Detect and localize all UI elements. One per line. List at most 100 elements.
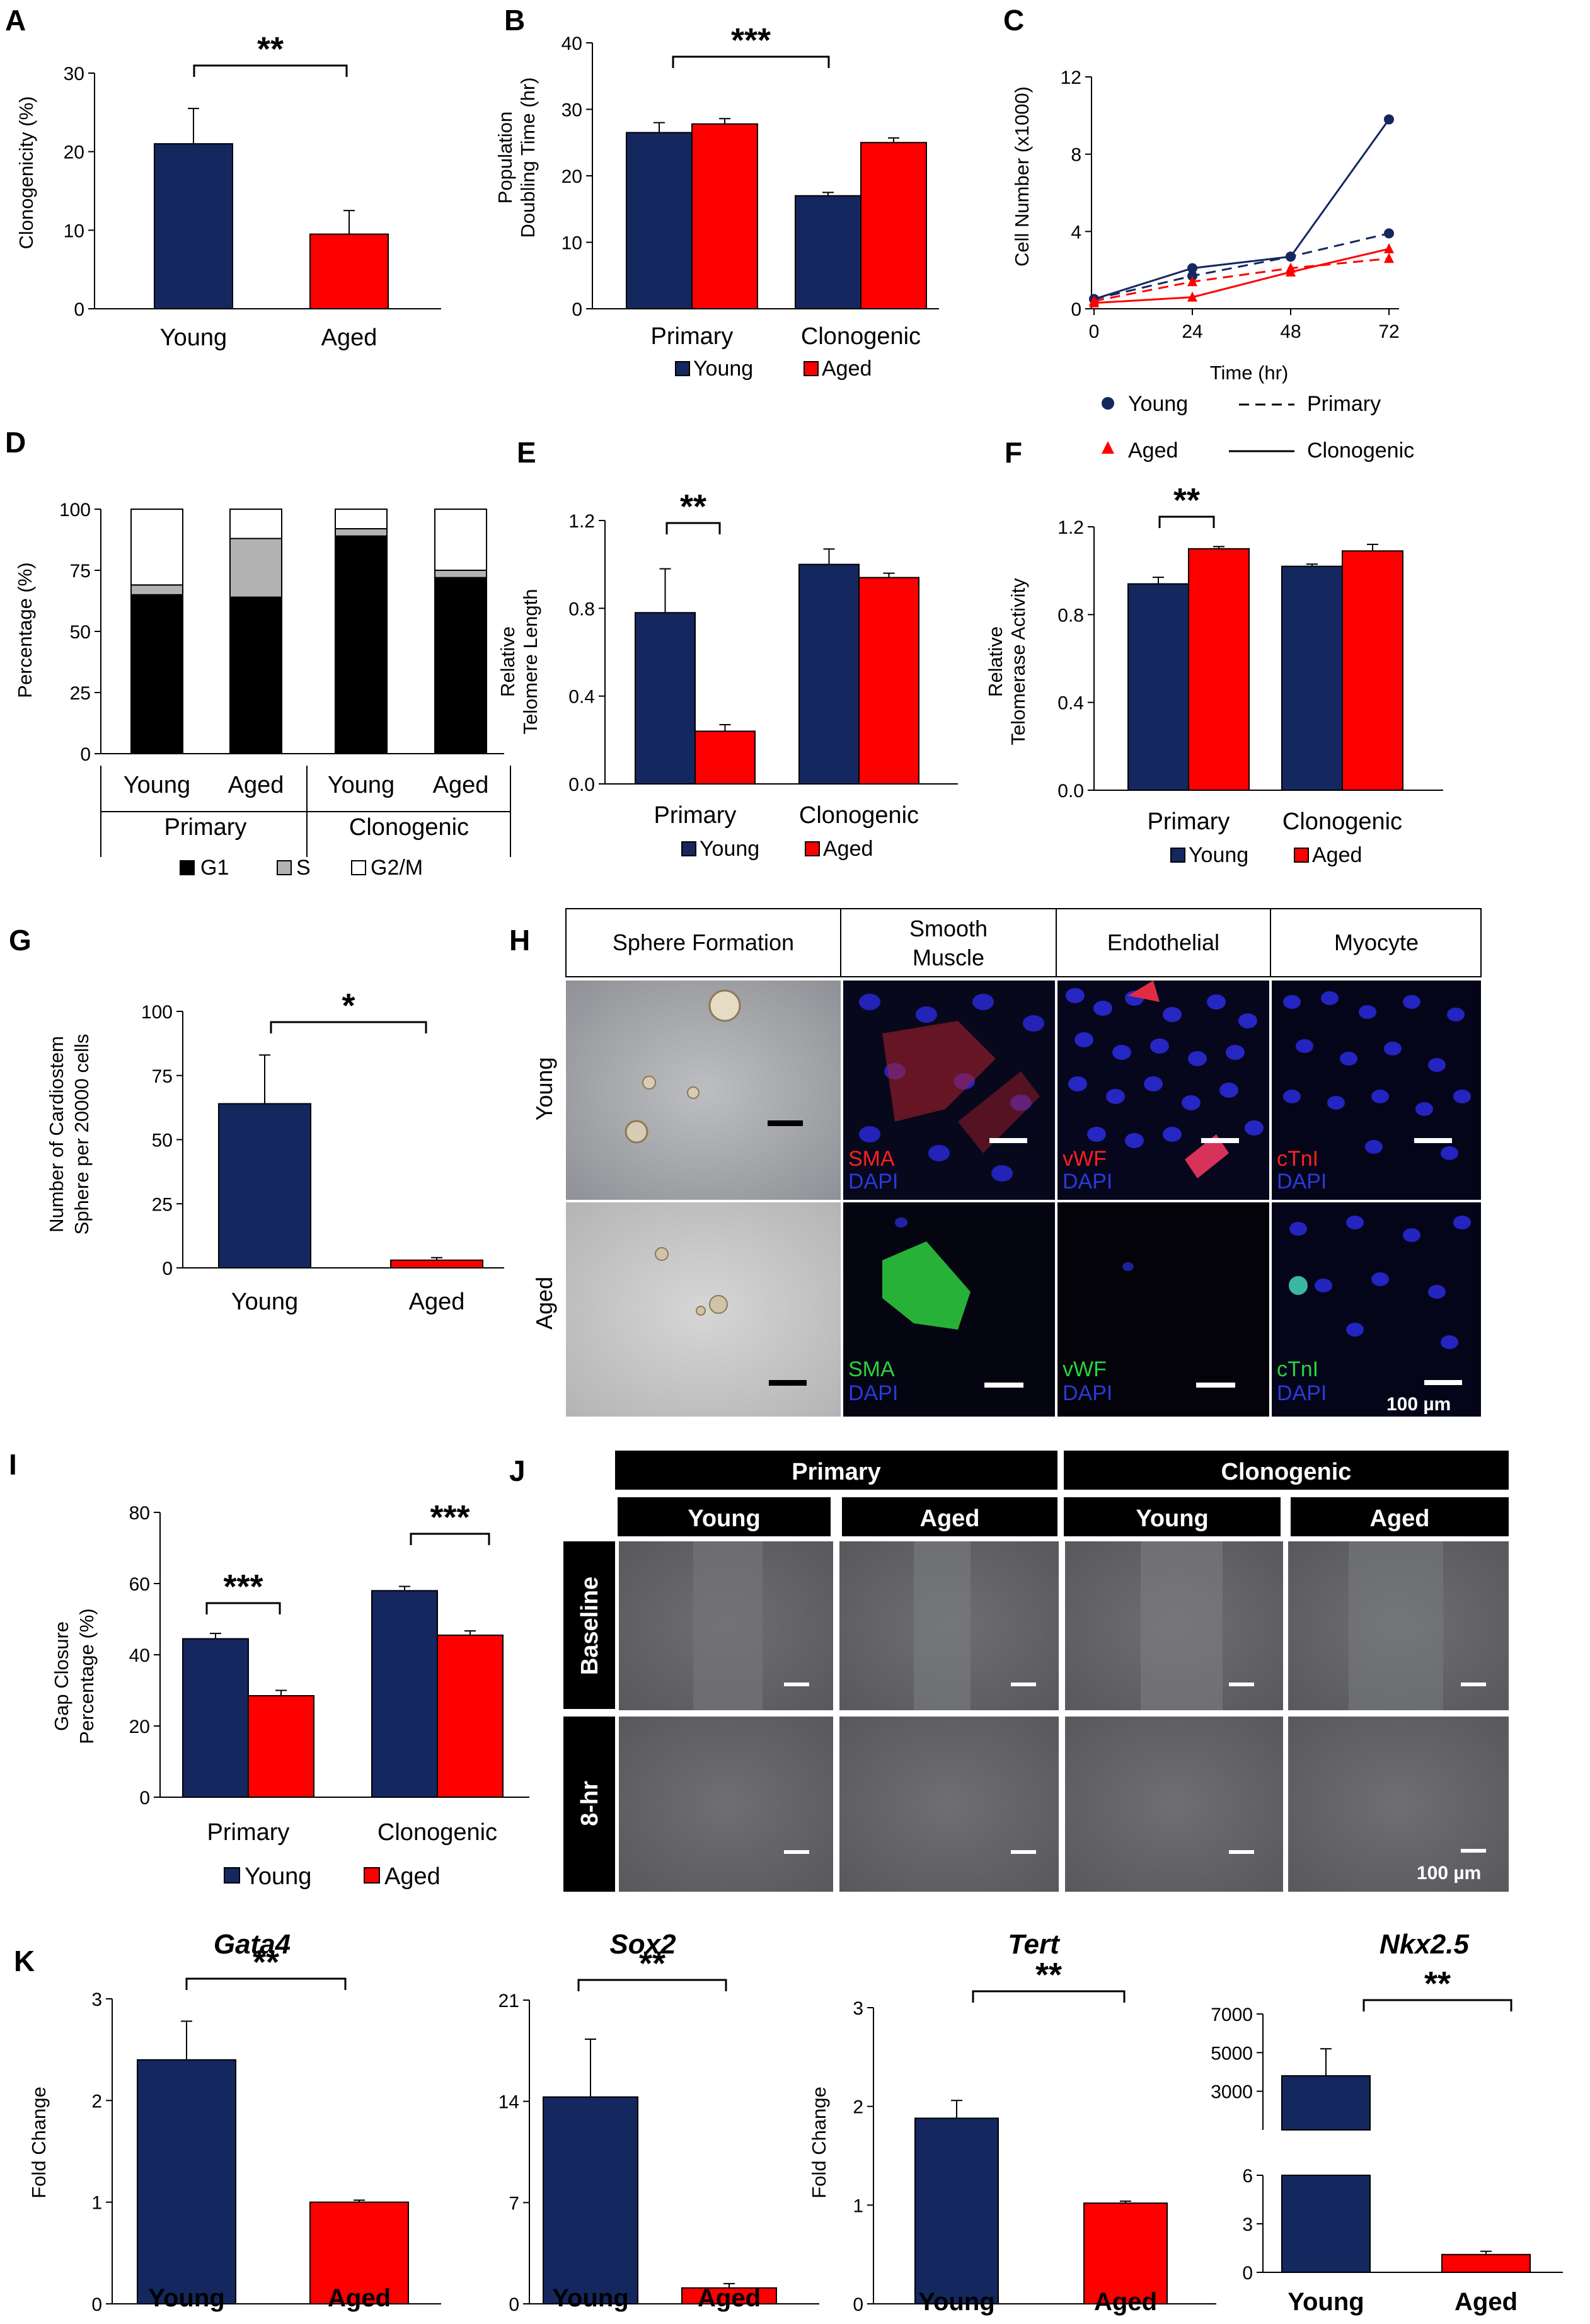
h-col-endothelial: Endothelial	[1107, 929, 1219, 955]
i-sig-label: ***	[430, 1499, 470, 1536]
k4-bar-lower	[1281, 2175, 1371, 2273]
c-point	[1187, 263, 1197, 273]
i-sig-bracket	[410, 1533, 490, 1545]
d-bar-segment	[434, 509, 487, 571]
e-sig-bracket	[665, 522, 721, 534]
e-y-tick-label: 1.2	[568, 511, 595, 532]
b-x-tick-label: Clonogenic	[801, 323, 921, 350]
i-y-tick-label: 60	[129, 1574, 150, 1595]
f-y-tick-label: 1.2	[1057, 517, 1084, 538]
legend-f-aged-swatch	[1294, 848, 1309, 863]
g-y-tick-label: 75	[152, 1066, 173, 1087]
k4-bar-upper	[1281, 2075, 1371, 2131]
i-y-tick-label: 0	[139, 1788, 150, 1809]
ylabel-d: Percentage (%)	[14, 562, 36, 698]
b-bar	[691, 123, 758, 310]
gene-title-sox2: Sox2	[609, 1929, 676, 1960]
a-bar	[309, 233, 389, 310]
d-bar-segment	[434, 577, 487, 754]
ylabel-e-2: Telomere Length	[519, 589, 541, 735]
h-young-dapi-3: DAPI	[1277, 1170, 1327, 1194]
d-y-tick-label: 100	[59, 500, 91, 521]
c-point	[1286, 251, 1296, 262]
f-x-tick-label: Clonogenic	[1282, 808, 1402, 835]
d-bar-segment	[229, 538, 282, 598]
k1-bar	[309, 2201, 409, 2305]
c-point	[1286, 266, 1296, 277]
legend-c-young: Young	[1128, 392, 1188, 416]
c-series-line	[1093, 118, 1390, 301]
k3-x-tick-label: Aged	[1094, 2288, 1157, 2316]
c-point	[1089, 297, 1099, 308]
h-young-vwf: vWF	[1063, 1147, 1107, 1171]
k4-sig-bracket	[1362, 1999, 1512, 2011]
i-bar	[437, 1634, 504, 1798]
a-y-tick-label: 10	[64, 221, 84, 241]
legend-b-young-swatch	[675, 361, 690, 376]
d-y-tick-label: 0	[80, 744, 91, 765]
j-row-8hr: 8-hr	[577, 1781, 603, 1826]
c-x-tick-label: 48	[1280, 321, 1301, 342]
j-sub-aged-1: Aged	[920, 1505, 980, 1532]
c-y-tick-label: 4	[1071, 222, 1081, 243]
d-bar-segment	[130, 594, 183, 754]
panel-label-f: F	[1005, 436, 1022, 469]
c-point	[1187, 270, 1197, 281]
e-x-tick-label: Primary	[654, 802, 737, 829]
k1-y-tick-label: 1	[91, 2193, 102, 2214]
legend-f-aged: Aged	[1312, 843, 1362, 867]
c-point	[1384, 228, 1394, 239]
a-sig-bracket	[193, 64, 348, 77]
d-x-tick-label: Aged	[228, 772, 284, 798]
k4-y-tick-label: 7000	[1211, 2005, 1253, 2025]
h-row-aged: Aged	[531, 1277, 557, 1330]
xlabel-c: Time (hr)	[1210, 362, 1289, 384]
j-group-clonogenic: Clonogenic	[1221, 1459, 1352, 1485]
i-sig-bracket	[205, 1602, 281, 1614]
panel-label-d: D	[5, 426, 26, 459]
a-sig-label: **	[257, 30, 284, 68]
i-x-tick-label: Clonogenic	[377, 1819, 497, 1846]
b-sig-label: ***	[731, 21, 771, 59]
ylabel-f-1: Relative	[984, 626, 1006, 697]
f-y-tick-label: 0.0	[1057, 781, 1084, 802]
legend-d-g2m: G2/M	[371, 856, 423, 880]
k3-x-tick-label: Young	[918, 2288, 994, 2316]
k2-y-tick-label: 0	[509, 2294, 519, 2315]
k4-sig-label: **	[1424, 1965, 1451, 2003]
k1-sig-bracket	[185, 1977, 347, 1990]
k3-sig-label: **	[1035, 1956, 1062, 1994]
g-y-tick-label: 0	[162, 1258, 173, 1279]
a-y-tick-label: 30	[64, 64, 84, 84]
d-bar-segment	[434, 570, 487, 578]
i-x-tick-label: Primary	[207, 1819, 290, 1846]
ylabel-f-2: Telomerase Activity	[1007, 578, 1029, 745]
h-scale-label: 100 µm	[1386, 1394, 1451, 1415]
k1-bar	[137, 2059, 236, 2305]
legend-e-aged: Aged	[823, 837, 873, 861]
h-col-smooth-1: Smooth	[909, 916, 988, 941]
legend-c-aged-marker	[1102, 441, 1114, 454]
g-y-tick-label: 25	[152, 1194, 173, 1215]
f-y-tick-label: 0.4	[1057, 693, 1084, 714]
legend-i-aged: Aged	[384, 1863, 441, 1890]
k4-x-tick-label: Aged	[1455, 2288, 1518, 2316]
d-x-tick-label: Aged	[433, 772, 489, 798]
i-y-tick-label: 40	[129, 1645, 150, 1666]
c-y-tick-label: 12	[1061, 67, 1081, 88]
ylabel-i-1: Gap Closure	[50, 1621, 72, 1731]
h-young-dapi-1: DAPI	[848, 1170, 898, 1194]
k4-y-tick-label: 3	[1242, 2214, 1253, 2235]
g-y-tick-label: 50	[152, 1130, 173, 1151]
d-group-primary: Primary	[164, 814, 247, 841]
b-y-tick-label: 10	[562, 233, 582, 254]
h-aged-sma: SMA	[848, 1357, 895, 1381]
k3-y-tick-label: 2	[853, 2097, 863, 2118]
b-sig-bracket	[672, 55, 830, 68]
legend-c-aged: Aged	[1128, 439, 1178, 463]
h-aged-vwf: vWF	[1063, 1357, 1107, 1381]
legend-d-s: S	[296, 856, 311, 880]
legend-f-young: Young	[1189, 843, 1248, 867]
panel-label-c: C	[1003, 4, 1024, 37]
k3-y-tick-label: 0	[853, 2294, 863, 2315]
